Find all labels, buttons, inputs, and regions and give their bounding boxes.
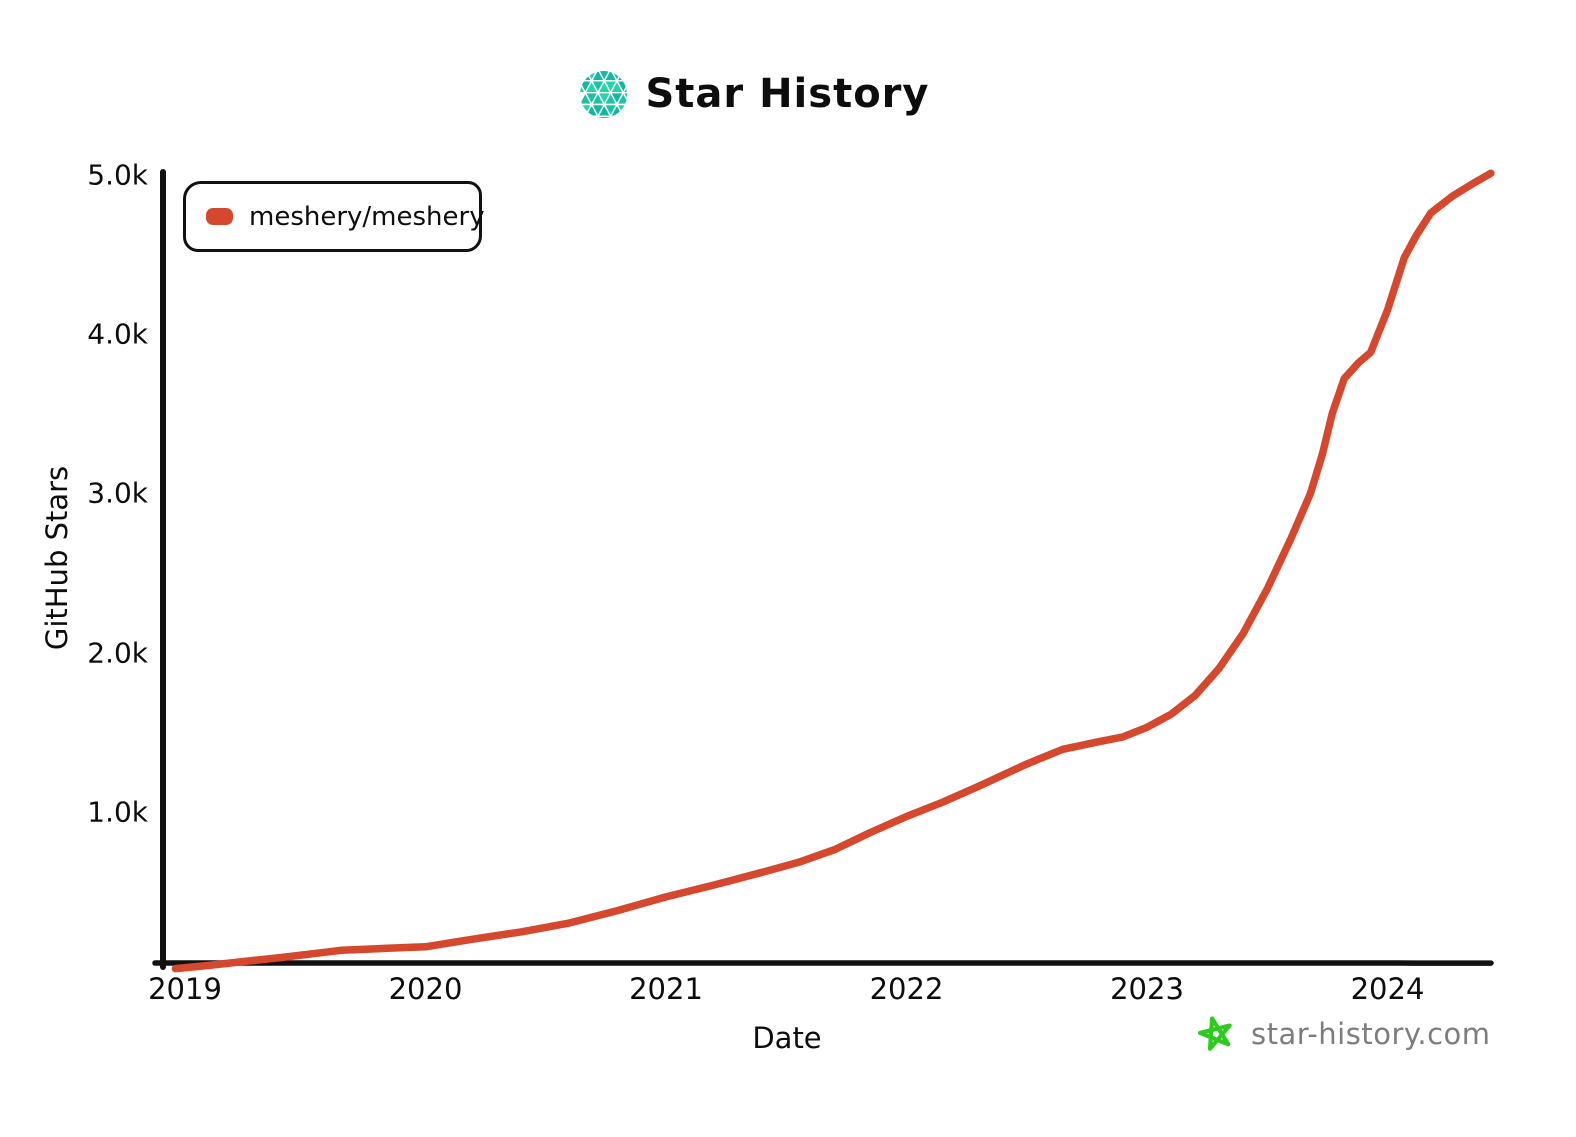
x-tick-label-2023: 2023 — [1110, 972, 1184, 1006]
chart-header: Star History — [0, 64, 1508, 124]
x-tick-label-2021: 2021 — [629, 972, 703, 1006]
y-tick-label-2k: 2.0k — [87, 636, 148, 669]
y-tick-label-5k: 5.0k — [87, 158, 148, 192]
y-tick-label-1k: 1.0k — [87, 795, 148, 829]
chart-title: Star History — [645, 71, 930, 117]
series-line-meshery — [171, 169, 1495, 973]
legend-box: meshery/meshery — [183, 181, 485, 252]
green-star-icon — [1197, 1016, 1232, 1051]
x-tick-label-2019: 2019 — [148, 972, 222, 1006]
legend-marker-meshery — [206, 208, 233, 225]
x-axis-title: Date — [752, 1021, 822, 1055]
watermark-text: star-history.com — [1251, 1017, 1491, 1051]
x-tick-label-2022: 2022 — [869, 972, 944, 1006]
legend-label-meshery: meshery/meshery — [249, 201, 485, 232]
y-axis-title: GitHub Stars — [40, 465, 74, 651]
x-tick-label-2020: 2020 — [388, 972, 463, 1006]
watermark-link[interactable]: star-history.com — [1195, 1008, 1550, 1060]
y-tick-label-4k: 4.0k — [87, 317, 148, 351]
star-history-logo-icon — [579, 70, 627, 118]
x-tick-label-2024: 2024 — [1350, 972, 1425, 1006]
y-tick-label-3k: 3.0k — [87, 476, 148, 510]
